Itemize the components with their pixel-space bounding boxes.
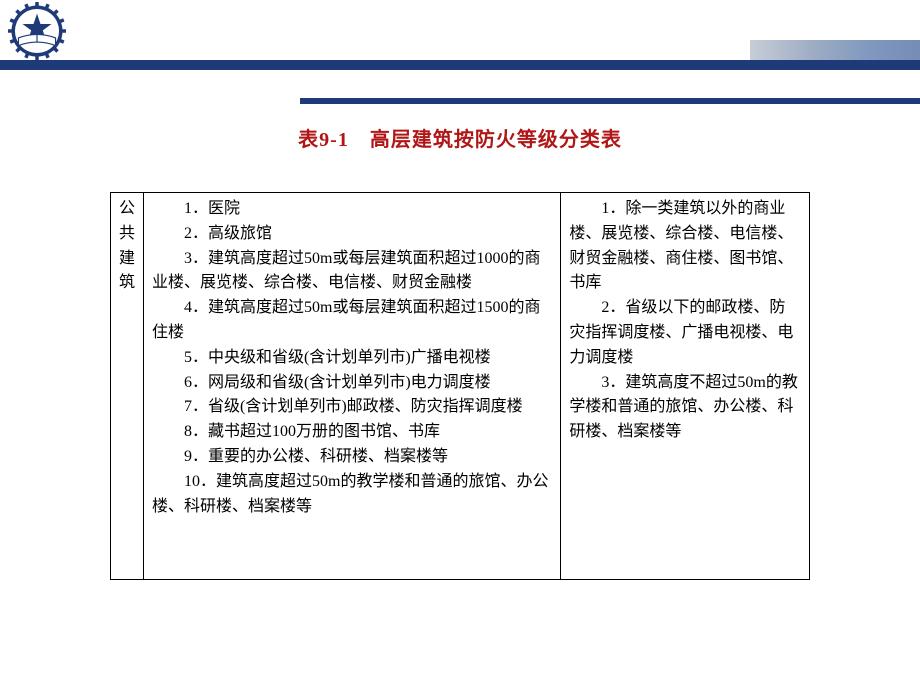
header-blue-strip: [0, 60, 920, 70]
slide-title: 表9-1 高层建筑按防火等级分类表: [0, 123, 920, 152]
list-item: 10．建筑高度超过50m的教学楼和普通的旅馆、办公楼、科研楼、档案楼等: [152, 470, 552, 520]
list-item: 6．网局级和省级(含计划单列市)电力调度楼: [152, 371, 552, 396]
label-char: 筑: [119, 271, 135, 296]
list-item: 7．省级(含计划单列市)邮政楼、防灾指挥调度楼: [152, 395, 552, 420]
table-row: 公 共 建 筑 1．医院 2．高级旅馆 3．建筑高度超过50m或每层建筑面积超过…: [111, 193, 810, 580]
list-item: 1．除一类建筑以外的商业楼、展览楼、综合楼、电信楼、财贸金融楼、商住楼、图书馆、…: [569, 197, 801, 296]
slide-header: [0, 0, 920, 85]
list-item: 3．建筑高度超过50m或每层建筑面积超过1000的商业楼、展览楼、综合楼、电信楼…: [152, 247, 552, 297]
table-container: 公 共 建 筑 1．医院 2．高级旅馆 3．建筑高度超过50m或每层建筑面积超过…: [0, 192, 920, 580]
list-item: 4．建筑高度超过50m或每层建筑面积超过1500的商住楼: [152, 296, 552, 346]
label-char: 共: [119, 222, 135, 247]
list-item: 9．重要的办公楼、科研楼、档案楼等: [152, 445, 552, 470]
class-two-cell: 1．除一类建筑以外的商业楼、展览楼、综合楼、电信楼、财贸金融楼、商住楼、图书馆、…: [561, 193, 810, 580]
header-blue-strip-partial: [300, 98, 920, 104]
row-category-label: 公 共 建 筑: [111, 193, 144, 580]
list-item: 2．高级旅馆: [152, 222, 552, 247]
header-gap: [0, 70, 920, 98]
class-one-cell: 1．医院 2．高级旅馆 3．建筑高度超过50m或每层建筑面积超过1000的商业楼…: [144, 193, 561, 580]
label-char: 建: [119, 247, 135, 272]
list-item: 1．医院: [152, 197, 552, 222]
logo-gear-icon: [8, 2, 66, 60]
list-item: 8．藏书超过100万册的图书馆、书库: [152, 420, 552, 445]
label-char: 公: [119, 197, 135, 222]
classification-table: 公 共 建 筑 1．医院 2．高级旅馆 3．建筑高度超过50m或每层建筑面积超过…: [110, 192, 810, 580]
list-item: 2．省级以下的邮政楼、防灾指挥调度楼、广播电视楼、电力调度楼: [569, 296, 801, 370]
list-item: 3．建筑高度不超过50m的教学楼和普通的旅馆、办公楼、科研楼、档案楼等: [569, 371, 801, 445]
list-item: 5．中央级和省级(含计划单列市)广播电视楼: [152, 346, 552, 371]
